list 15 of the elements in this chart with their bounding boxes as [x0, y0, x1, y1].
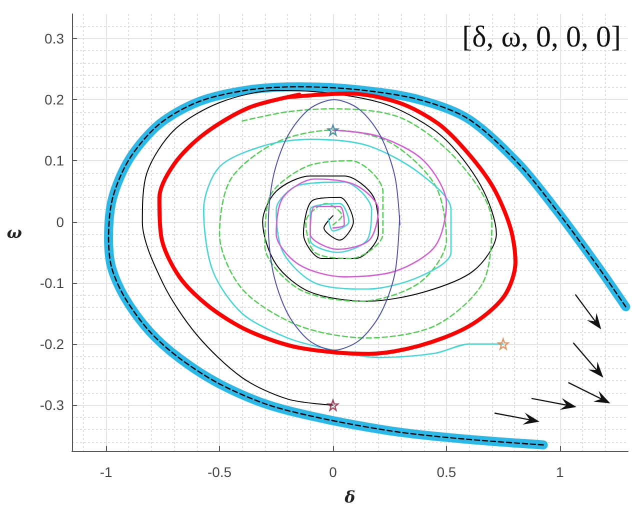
y-tick-label: 0 [56, 214, 64, 230]
x-tick-label: 1 [556, 464, 564, 480]
annotation: [δ, ω, 0, 0, 0] [462, 20, 622, 54]
x-tick-label: -1 [100, 464, 112, 480]
x-tick-label: -0.5 [207, 464, 232, 480]
y-tick-label: -0.2 [40, 336, 64, 352]
y-tick-label: 0.1 [44, 152, 64, 169]
y-tick-label: -0.1 [40, 274, 64, 291]
y-tick-label: 0.2 [44, 92, 64, 108]
y-tick-label: 0.3 [44, 30, 64, 46]
x-tick-label: 0.5 [436, 464, 456, 480]
x-axis-title: δ [344, 488, 356, 506]
x-tick-label: 0 [329, 464, 338, 480]
y-axis-title: ω [6, 223, 22, 242]
y-tick-label: -0.3 [40, 397, 64, 414]
